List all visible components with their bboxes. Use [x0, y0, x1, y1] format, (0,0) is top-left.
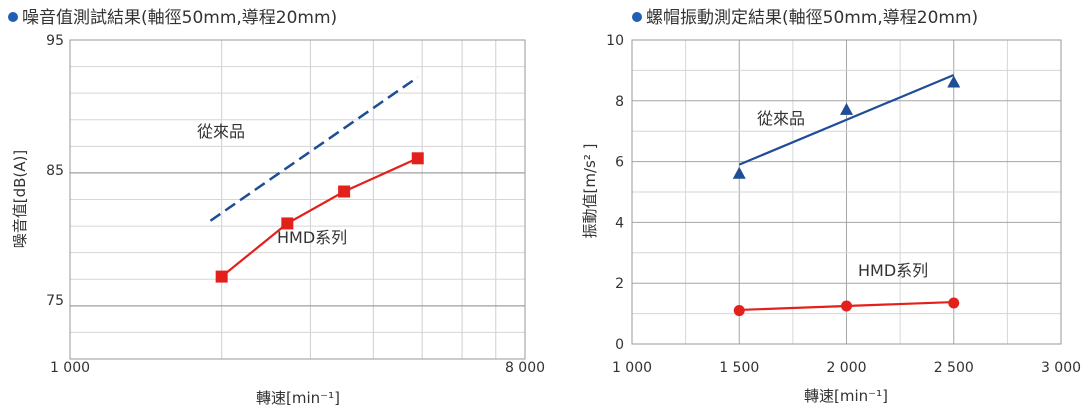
noise-plot-frame — [69, 39, 526, 360]
noise-chart: 噪音值測試結果(軸徑50mm,導程20mm) 95 85 75 1 000 8 … — [8, 8, 545, 407]
vibration-conventional-point — [947, 75, 961, 88]
title-bullet-icon — [632, 12, 642, 22]
vibration-ytick-label: 4 — [615, 215, 624, 231]
vibration-hmd-point — [948, 297, 960, 309]
vibration-xtick-label: 2 500 — [934, 360, 974, 376]
noise-x-axis-label: 轉速[min⁻¹] — [256, 389, 340, 407]
vibration-plot-frame — [631, 39, 1062, 345]
vibration-series-label-conventional: 從來品 — [757, 109, 805, 128]
vibration-conventional-point — [840, 102, 853, 115]
noise-data-marks — [209, 76, 424, 283]
vibration-xtick-label: 1 500 — [719, 360, 759, 376]
vibration-gridlines — [632, 40, 1061, 344]
vibration-hmd-point — [733, 305, 745, 317]
noise-hmd-point — [338, 185, 351, 198]
vibration-y-ticks: 0 2 4 6 8 10 — [606, 33, 624, 353]
vibration-series-label-hmd: HMD系列 — [858, 261, 928, 280]
noise-hmd-point — [281, 217, 294, 230]
vibration-hmd-point — [841, 300, 852, 312]
vibration-ytick-label: 2 — [615, 276, 624, 292]
noise-ytick-75: 75 — [46, 293, 64, 309]
vibration-ytick-label: 0 — [615, 337, 624, 353]
noise-series-label-hmd: HMD系列 — [277, 228, 347, 247]
vibration-conventional-line — [738, 73, 955, 166]
title-bullet-icon — [8, 12, 18, 22]
vibration-ytick-label: 6 — [615, 155, 624, 171]
noise-ytick-95: 95 — [46, 33, 64, 49]
noise-xtick-8000: 8 000 — [505, 360, 545, 376]
vibration-x-axis-label: 轉速[min⁻¹] — [804, 387, 888, 405]
vibration-y-axis-label: 振動值[m/s² ] — [581, 144, 599, 239]
noise-gridlines — [70, 39, 525, 359]
noise-ytick-85: 85 — [46, 163, 64, 179]
noise-conventional-line — [209, 76, 419, 222]
vibration-conventional-point — [732, 166, 746, 179]
vibration-xtick-label: 1 000 — [612, 360, 652, 376]
vibration-ytick-label: 8 — [615, 94, 624, 110]
vibration-chart-title: 螺帽振動測定結果(軸徑50mm,導程20mm) — [646, 8, 978, 28]
noise-chart-title: 噪音值測試結果(軸徑50mm,導程20mm) — [22, 8, 337, 28]
noise-hmd-point — [215, 270, 228, 283]
noise-hmd-point — [411, 152, 424, 165]
vibration-xtick-label: 2 000 — [826, 360, 866, 376]
noise-hmd-line — [220, 157, 419, 278]
vibration-x-ticks: 1 000 1 500 2 000 2 500 3 000 — [612, 360, 1081, 376]
vibration-data-marks — [732, 73, 961, 317]
noise-series-label-conventional: 從來品 — [197, 122, 245, 141]
noise-xtick-1000: 1 000 — [50, 360, 90, 376]
noise-y-axis-label: 噪音值[dB(A)] — [11, 150, 29, 248]
vibration-ytick-label: 10 — [606, 33, 624, 49]
vibration-xtick-label: 3 000 — [1041, 360, 1081, 376]
vibration-chart: 螺帽振動測定結果(軸徑50mm,導程20mm) 0 2 4 6 8 10 1 000 1 5… — [581, 8, 1081, 405]
